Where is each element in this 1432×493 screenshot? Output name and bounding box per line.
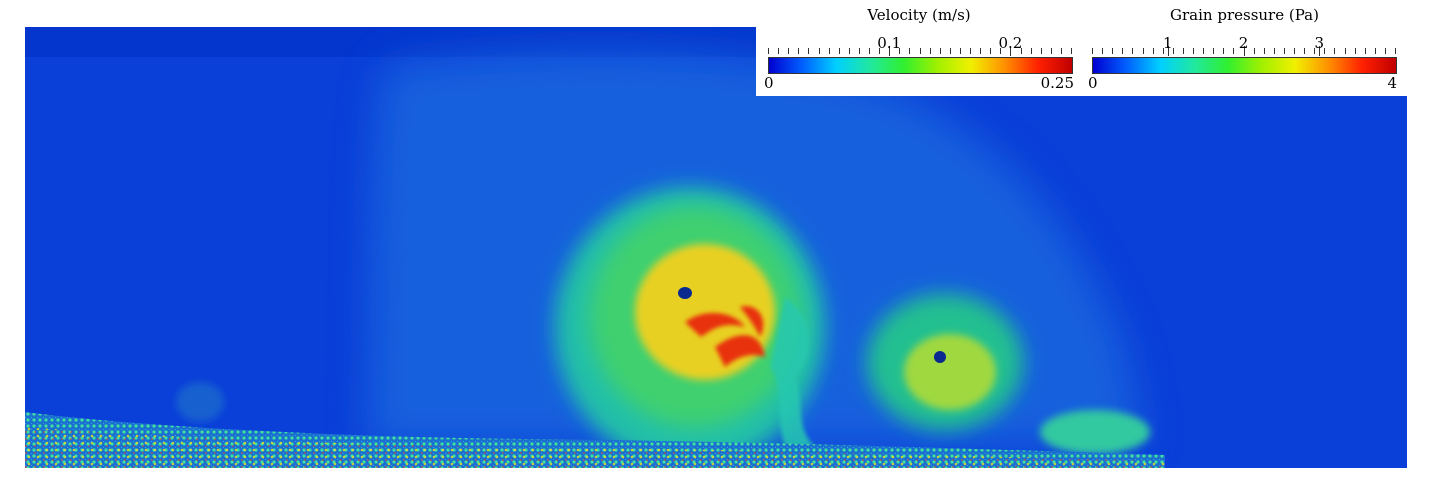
velocity-legend-ticks: 0.1 0.2 xyxy=(768,34,1073,58)
velocity-minor-tick xyxy=(1050,48,1052,54)
pressure-legend: Grain pressure (Pa) 1 2 3 0 4 xyxy=(1082,0,1407,96)
velocity-minor-tick xyxy=(869,48,870,54)
velocity-minor-tick xyxy=(768,48,769,54)
shear-filaments xyxy=(770,297,815,447)
velocity-minor-tick xyxy=(808,48,810,54)
velocity-minor-tick xyxy=(1020,48,1022,54)
pressure-minor-tick xyxy=(1304,48,1306,54)
velocity-tick-label: 0.2 xyxy=(998,34,1023,52)
velocity-minor-tick xyxy=(980,48,982,54)
pressure-minor-tick xyxy=(1374,48,1376,54)
pressure-legend-title: Grain pressure (Pa) xyxy=(1170,6,1319,24)
velocity-minor-tick xyxy=(990,48,992,54)
pressure-minor-tick xyxy=(1294,48,1295,54)
velocity-legend-title: Velocity (m/s) xyxy=(867,6,971,24)
velocity-minor-tick xyxy=(919,48,921,54)
pressure-minor-tick xyxy=(1102,48,1104,54)
large-vortex-hot-streaks xyxy=(685,306,765,367)
pressure-max-label: 4 xyxy=(1387,74,1397,92)
velocity-minor-tick xyxy=(818,48,820,54)
pressure-colorbar xyxy=(1092,57,1397,74)
pressure-minor-tick xyxy=(1395,48,1396,54)
pressure-major-tick xyxy=(1243,46,1245,56)
velocity-minor-tick xyxy=(970,48,971,54)
pressure-minor-tick xyxy=(1223,48,1225,54)
velocity-minor-tick xyxy=(1000,48,1002,54)
pressure-minor-tick xyxy=(1182,48,1184,54)
pressure-tick-label: 3 xyxy=(1314,34,1325,52)
velocity-minor-tick xyxy=(959,48,961,54)
pressure-minor-tick xyxy=(1213,48,1215,54)
pressure-minor-tick xyxy=(1132,48,1134,54)
pressure-minor-tick xyxy=(1162,48,1164,54)
pressure-legend-ticks: 1 2 3 xyxy=(1092,34,1397,58)
pressure-minor-tick xyxy=(1283,48,1285,54)
pressure-minor-tick xyxy=(1384,48,1386,54)
velocity-minor-tick xyxy=(899,48,901,54)
velocity-min-label: 0 xyxy=(764,74,774,92)
velocity-major-tick xyxy=(1010,46,1012,56)
mid-vortex-ring xyxy=(904,334,996,410)
velocity-colorbar xyxy=(768,57,1073,74)
pressure-minor-tick xyxy=(1152,48,1154,54)
pressure-minor-tick xyxy=(1324,48,1326,54)
velocity-minor-tick xyxy=(879,48,881,54)
velocity-minor-tick xyxy=(858,48,860,54)
velocity-minor-tick xyxy=(828,48,830,54)
pressure-minor-tick xyxy=(1203,48,1205,54)
large-vortex-core xyxy=(678,287,692,299)
small-vortex xyxy=(1040,410,1150,454)
grain-bed-speckles xyxy=(25,427,1165,468)
velocity-minor-tick xyxy=(848,48,850,54)
pressure-minor-tick xyxy=(1253,48,1255,54)
pressure-minor-tick xyxy=(1142,48,1144,54)
pressure-minor-tick xyxy=(1344,48,1346,54)
pressure-minor-tick xyxy=(1334,48,1336,54)
pressure-min-label: 0 xyxy=(1088,74,1098,92)
pressure-major-tick xyxy=(1167,46,1169,56)
velocity-minor-tick xyxy=(778,48,780,54)
velocity-minor-tick xyxy=(1040,48,1042,54)
pressure-tick-label: 1 xyxy=(1162,34,1173,52)
mid-vortex-core xyxy=(934,351,946,363)
velocity-minor-tick xyxy=(1060,48,1062,54)
velocity-legend: Velocity (m/s) 0.1 0.2 0 0.25 xyxy=(756,0,1082,96)
pressure-minor-tick xyxy=(1172,48,1174,54)
velocity-minor-tick xyxy=(838,48,840,54)
pressure-minor-tick xyxy=(1193,48,1194,54)
velocity-minor-tick xyxy=(788,48,790,54)
pressure-minor-tick xyxy=(1354,48,1356,54)
velocity-max-label: 0.25 xyxy=(1040,74,1074,92)
velocity-minor-tick xyxy=(1071,48,1072,54)
velocity-minor-tick xyxy=(949,48,951,54)
pressure-minor-tick xyxy=(1314,48,1316,54)
pressure-minor-tick xyxy=(1364,48,1366,54)
pressure-minor-tick xyxy=(1112,48,1114,54)
pressure-minor-tick xyxy=(1092,48,1093,54)
velocity-minor-tick xyxy=(1030,48,1032,54)
velocity-minor-tick xyxy=(909,48,911,54)
pressure-minor-tick xyxy=(1122,48,1124,54)
velocity-minor-tick xyxy=(929,48,931,54)
left-eddy xyxy=(176,382,224,422)
velocity-tick-label: 0.1 xyxy=(877,34,902,52)
velocity-minor-tick xyxy=(798,48,800,54)
pressure-tick-label: 2 xyxy=(1238,34,1249,52)
velocity-minor-tick xyxy=(939,48,941,54)
pressure-major-tick xyxy=(1319,46,1321,56)
pressure-minor-tick xyxy=(1273,48,1275,54)
velocity-major-tick xyxy=(889,46,891,56)
pressure-minor-tick xyxy=(1263,48,1265,54)
pressure-minor-tick xyxy=(1233,48,1235,54)
